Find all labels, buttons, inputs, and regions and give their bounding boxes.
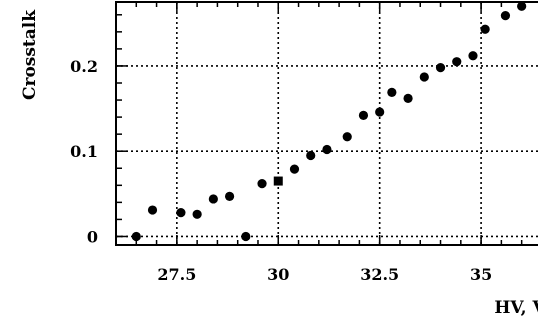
y-tick-label: 0 (87, 227, 98, 246)
data-points (131, 1, 527, 242)
data-point (224, 191, 235, 201)
data-point (375, 107, 385, 117)
data-point (517, 1, 527, 11)
data-point (306, 150, 316, 161)
y-axis-title: Crosstalk (20, 9, 40, 100)
y-tick-label: 0.2 (70, 57, 98, 76)
data-point (452, 57, 462, 67)
x-tick-label: 32.5 (360, 265, 399, 284)
x-axis-title: HV, V (494, 298, 538, 318)
data-point (322, 144, 332, 155)
data-point-square (273, 176, 283, 186)
data-point (176, 208, 186, 218)
data-point (500, 11, 511, 21)
x-tick-label: 35 (470, 265, 492, 284)
x-tick-label: 30 (267, 265, 289, 284)
data-point (468, 51, 478, 61)
data-point (289, 164, 300, 174)
y-tick-label: 0.1 (70, 142, 98, 161)
x-tick-label: 27.5 (157, 265, 196, 284)
data-point (403, 93, 413, 103)
plot-frame (115, 1, 538, 246)
data-point (342, 132, 352, 142)
data-point (435, 63, 446, 73)
data-point (358, 110, 369, 120)
data-point (131, 231, 141, 242)
data-point (480, 24, 490, 34)
data-point (147, 205, 158, 215)
data-point (419, 72, 429, 82)
data-point (208, 194, 218, 204)
data-point (257, 179, 267, 189)
data-point (192, 209, 202, 219)
data-point (241, 231, 251, 242)
tick-labels: 27.5 30 32.5 35 0 0.1 0.2 (70, 57, 492, 284)
data-point (387, 87, 397, 97)
